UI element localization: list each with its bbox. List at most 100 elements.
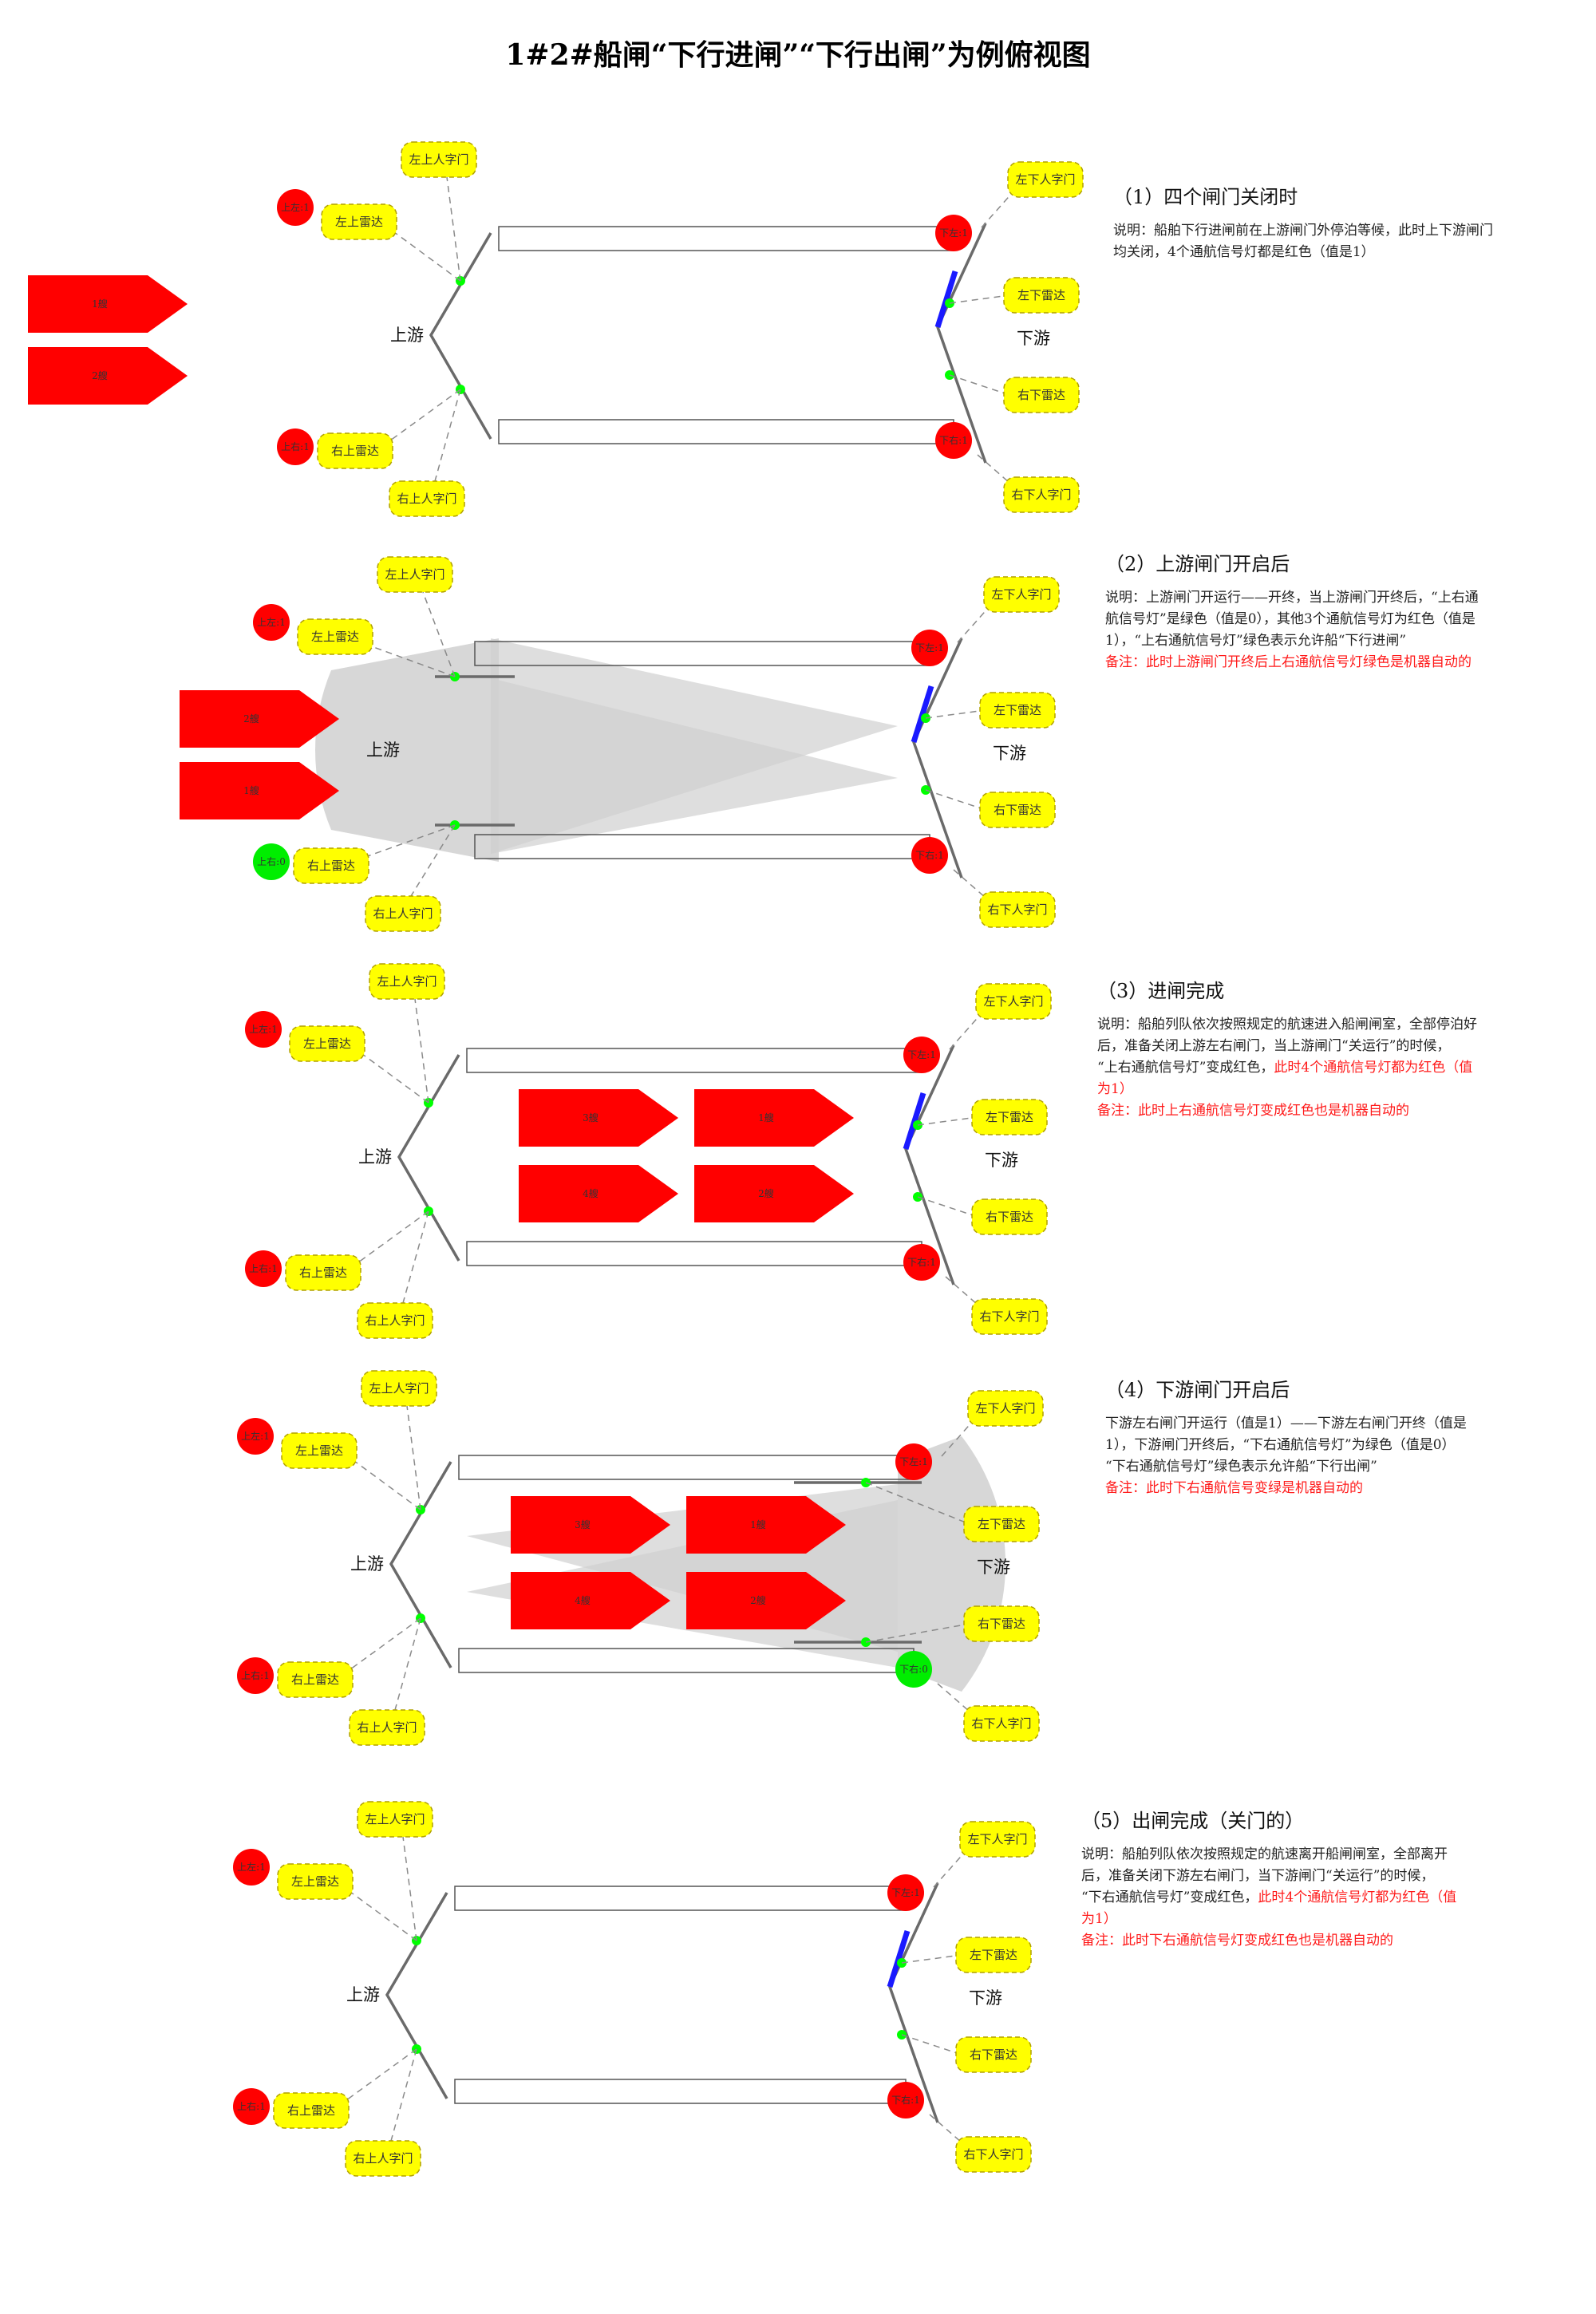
signal-light-lower-left (935, 215, 972, 251)
panel-1-heading: （1）四个闸门关闭时 (1113, 186, 1298, 208)
badge-left-up-radar (297, 618, 373, 655)
badge-left-up-gate-label: 左上人字门 (385, 567, 444, 582)
ship-1 (694, 1089, 854, 1147)
panel-2-heading: （2）上游闸门开启后 (1105, 553, 1290, 575)
badge-right-down-radar-label: 右下雷达 (978, 1617, 1025, 1631)
ship-3 (511, 1496, 670, 1554)
downstream-label: 下游 (977, 1558, 1010, 1577)
badge-left-down-gate (967, 1390, 1044, 1427)
panel-4-description: （4）下游闸门开启后 下游左右闸门开运行（值是1）——下游左右闸门开终（值是 1），… (1105, 1376, 1467, 1499)
upper-miter-gate (429, 232, 492, 440)
downstream-label: 下游 (969, 1988, 1002, 2008)
panel-3-line-5: 备注：此时上右通航信号灯变成红色也是机器自动的 (1097, 1103, 1409, 1119)
badge-left-up-gate (357, 1801, 433, 1838)
badge-left-down-radar-label: 左下雷达 (986, 1110, 1033, 1124)
badge-right-up-radar (273, 2092, 350, 2129)
badge-right-down-radar (1003, 377, 1080, 413)
lower-gate-blue-leaf (934, 270, 958, 329)
badge-right-down-gate (971, 1298, 1048, 1335)
signal-light-lower-left (911, 630, 948, 666)
upstream-label: 上游 (350, 1554, 384, 1574)
panel-2-line-3: 1），“上右通航信号灯”绿色表示允许船“下行进闸” (1105, 633, 1407, 649)
panel-3-heading: （3）进闸完成 (1097, 980, 1225, 1002)
signal-light-lower-right (887, 2082, 924, 2119)
ship-2-label: 2艘 (92, 369, 108, 381)
signal-light-upper-left-label: 上左:1 (257, 616, 286, 628)
panel-4: 上游 下游 左上人字门 左上雷达 右上雷达 右上人字门 左下人字门 左下雷达 右下雷达 右下人字门… (0, 1370, 1596, 1819)
badge-left-up-radar-label: 左上雷达 (335, 215, 383, 229)
badge-left-up-radar (289, 1025, 365, 1062)
badge-left-down-gate-label: 左下人字门 (991, 587, 1051, 602)
panel-5-line-1: 说明：船舶列队依次按照规定的航速离开船闸闸室，全部离开 (1081, 1846, 1448, 1862)
badge-left-down-gate-label: 左下人字门 (967, 1832, 1027, 1846)
leader-right-down-gate (945, 1276, 978, 1305)
leader-left-down-gate (981, 191, 1014, 228)
signal-light-lower-right-label: 下右:1 (915, 849, 944, 861)
badge-right-up-gate-label: 右上人字门 (397, 492, 456, 506)
downstream-label: 下游 (985, 1151, 1018, 1170)
upstream-label: 上游 (346, 1985, 380, 2004)
signal-light-upper-left (233, 1849, 270, 1886)
upper-gate-cone-bottom (491, 678, 898, 854)
badge-left-up-gate (401, 141, 477, 178)
badge-right-up-radar-label: 右上雷达 (287, 2103, 335, 2118)
leader-right-down-gate (953, 869, 986, 898)
leader-right-down-gate (977, 454, 1010, 484)
panel-2-line-2: 航信号灯”是绿色（值是0），其他3个通航信号灯为红色（值是 (1105, 611, 1476, 627)
upstream-label: 上游 (366, 740, 400, 760)
panel-4-line-1: 下游左右闸门开运行（值是1）——下游左右闸门开终（值是 (1105, 1416, 1467, 1431)
signal-light-lower-right-label: 下右:0 (899, 1663, 928, 1675)
ship-1-label: 1艘 (243, 784, 259, 796)
badge-left-down-gate (983, 576, 1060, 613)
badge-right-up-gate (349, 1709, 425, 1746)
leader-left-down-gate (949, 1013, 982, 1050)
signal-light-upper-right-label: 上右:1 (249, 1262, 278, 1274)
lower-gate-blue-leaf (887, 1929, 911, 1988)
ship-2 (686, 1572, 846, 1629)
panel-5: 上游 下游 左上人字门 左上雷达 右上雷达 右上人字门 左下人字门 左下雷达 右下雷达 右下人字门… (0, 1801, 1596, 2250)
badge-left-down-radar (971, 1099, 1048, 1135)
chamber-wall-bottom (454, 2079, 907, 2104)
badge-right-up-radar (293, 847, 369, 884)
leader-right-down-gate (937, 1683, 970, 1712)
badge-left-down-gate (1007, 161, 1084, 198)
ship-1-label: 1艘 (92, 298, 108, 310)
leader-left-up-radar (358, 1051, 429, 1104)
leader-left-up-radar (350, 1458, 421, 1510)
signal-light-upper-left (277, 189, 314, 226)
ship-1 (686, 1496, 846, 1554)
chamber-wall-bottom (498, 419, 954, 444)
signal-light-lower-left-label: 下左:1 (907, 1048, 936, 1060)
badge-left-down-gate-label: 左下人字门 (983, 994, 1043, 1009)
badge-right-up-radar-label: 右上雷达 (331, 444, 379, 458)
leader-right-up-gate (434, 389, 461, 482)
badge-left-up-radar (321, 203, 397, 240)
leader-right-up-radar (346, 1617, 421, 1672)
leader-left-down-gate (941, 1420, 974, 1457)
leader-left-up-radar (390, 229, 461, 282)
leader-right-up-gate (390, 2048, 417, 2142)
lower-gate-blue-leaf (903, 1092, 926, 1151)
signal-light-lower-left (895, 1443, 932, 1480)
ship-4 (511, 1572, 670, 1629)
badge-right-up-radar (277, 1661, 354, 1698)
chamber-wall-bottom (466, 1241, 922, 1266)
leader-left-up-gate (422, 591, 456, 677)
panel-1: 上游 下游 左上人字门 左上雷达 右上雷达 右上人字门 左下人字门 左下雷达 右下雷达 右下人字门… (0, 141, 1596, 590)
page-title: 1#2#船闸“下行进闸”“下行出闸”为例俯视图 (505, 38, 1091, 72)
badge-right-down-radar-label: 右下雷达 (970, 2047, 1017, 2062)
badge-left-down-gate-label: 左下人字门 (1015, 172, 1075, 187)
leader-left-up-gate (446, 176, 461, 282)
panel-4-heading: （4）下游闸门开启后 (1105, 1379, 1290, 1401)
badge-right-down-radar-label: 右下雷达 (1017, 388, 1065, 402)
lower-gate-blue-leaf (911, 685, 934, 744)
ship-4-label: 4艘 (575, 1594, 591, 1606)
badge-right-up-radar (285, 1254, 361, 1291)
badge-left-down-radar-label: 左下雷达 (978, 1517, 1025, 1531)
chamber-wall-top (454, 1886, 907, 1911)
ship-1-label: 1艘 (758, 1112, 774, 1123)
leader-right-up-radar (362, 824, 456, 859)
leader-right-up-gate (410, 824, 456, 897)
ship-3-label: 3艘 (575, 1518, 591, 1530)
